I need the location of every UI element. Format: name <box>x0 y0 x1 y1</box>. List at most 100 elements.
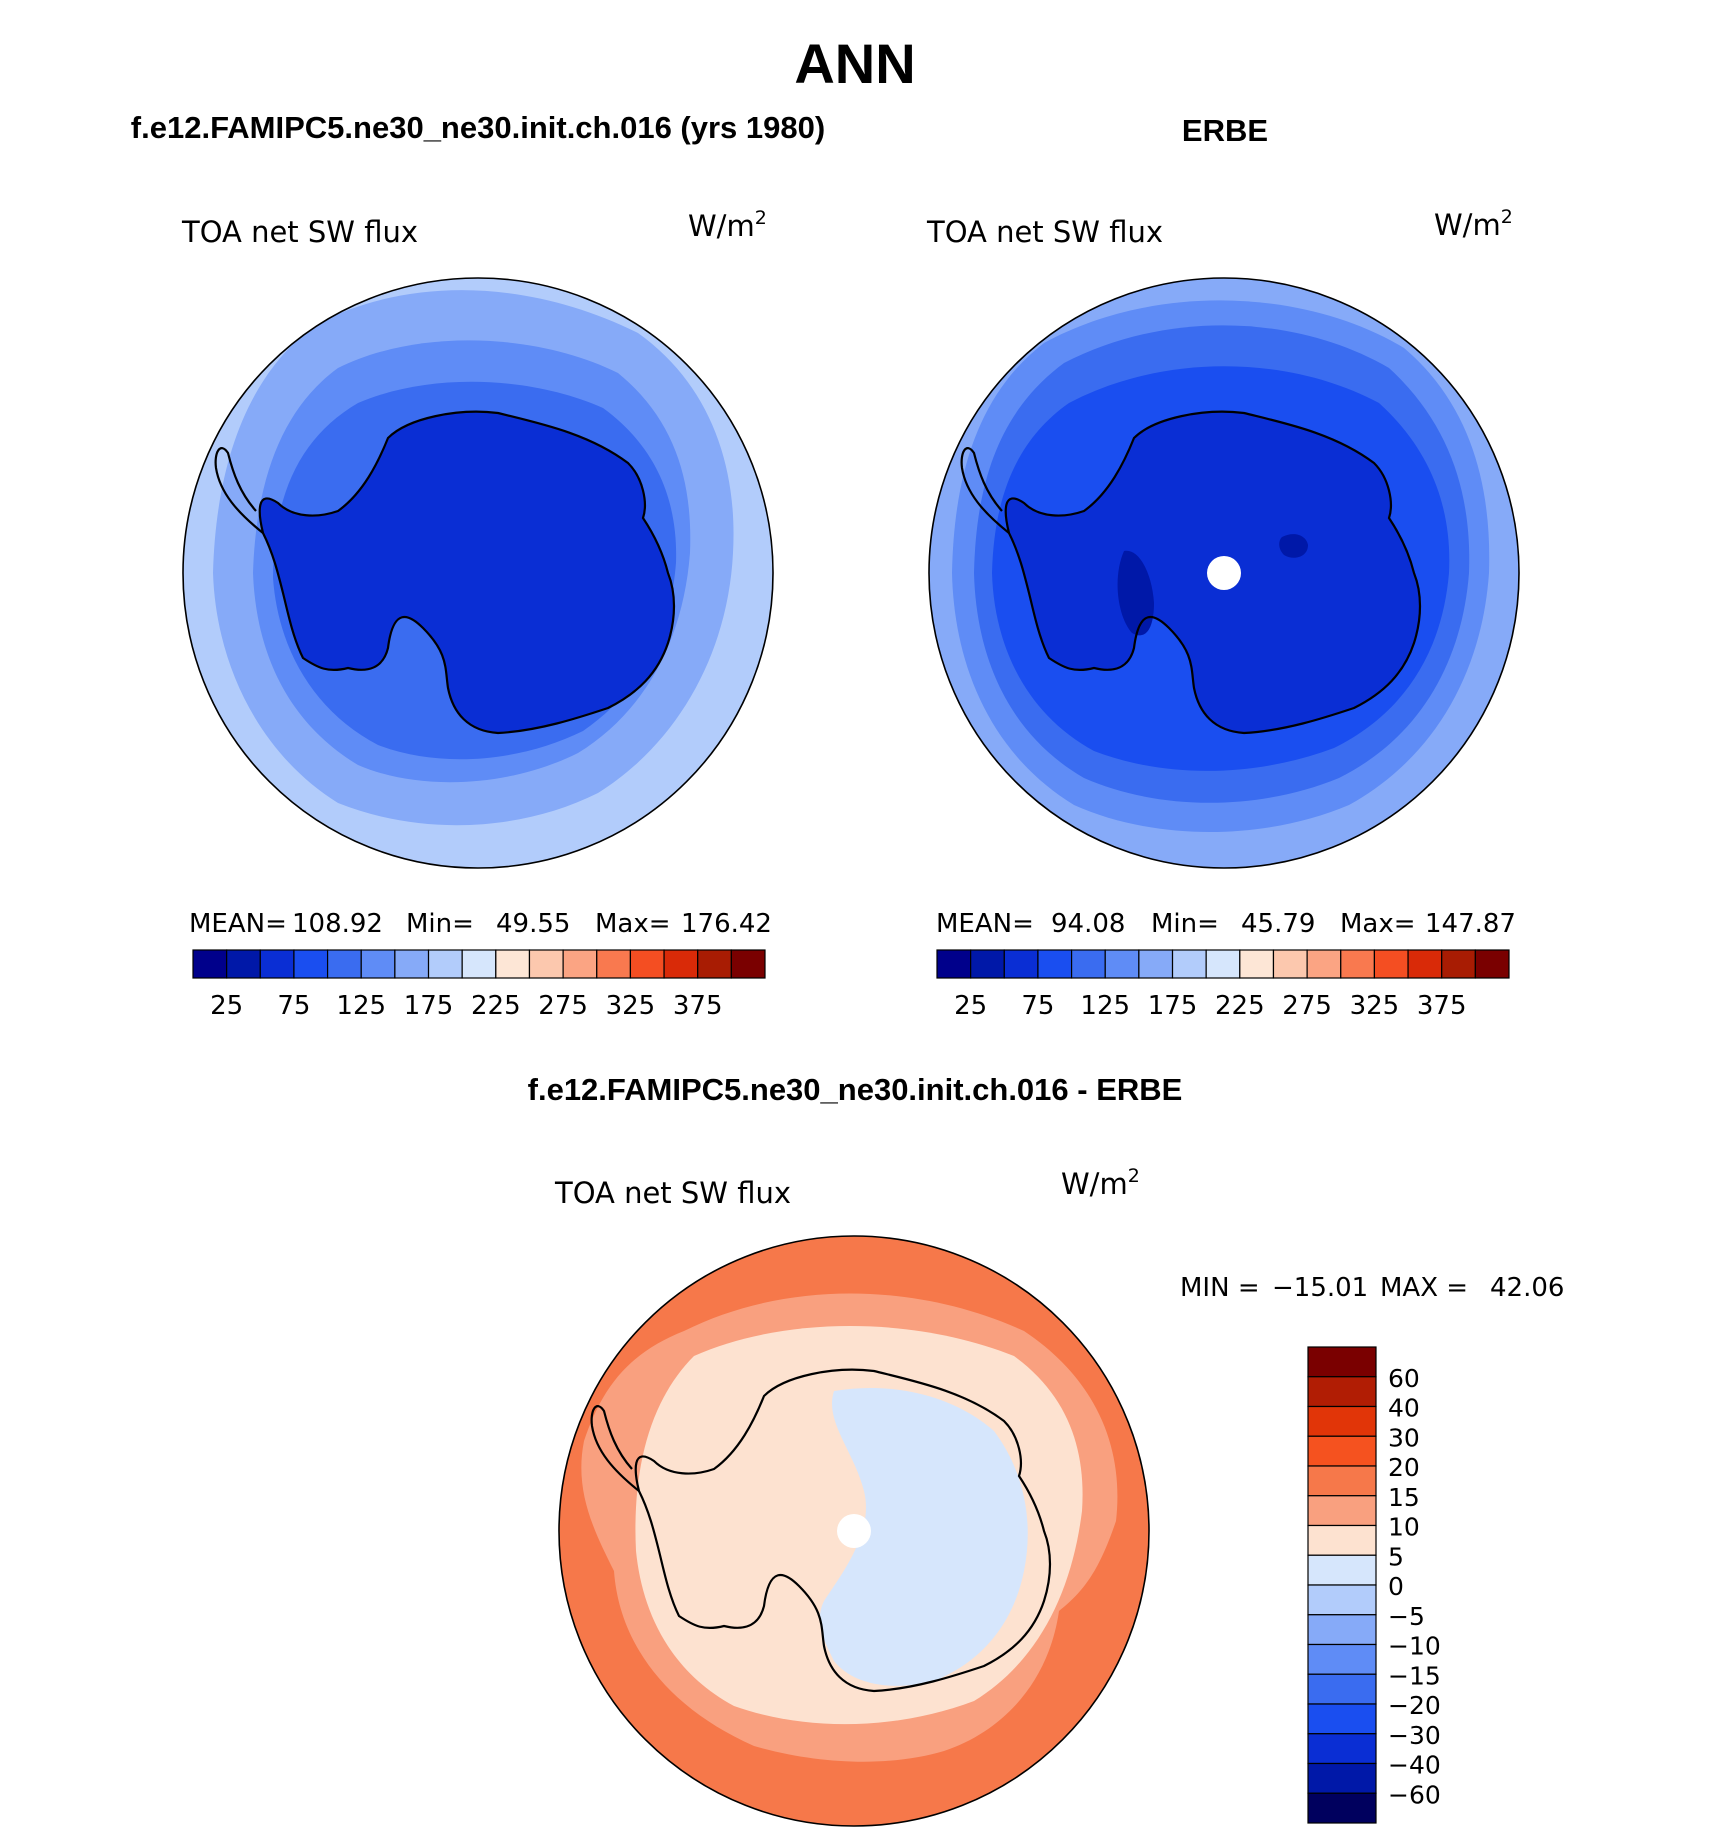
colorbar-swatch <box>1307 1733 1377 1765</box>
panel-b-variable: TOA net SW flux <box>926 215 1163 249</box>
panel-model: TOA net SW flux W/m2 MEAN= 108.92 Min= 4… <box>181 207 774 1021</box>
panel-c-stats: MIN = −15.01 MAX = 42.06 <box>1180 1273 1564 1303</box>
colorbar-swatch <box>596 949 632 979</box>
colorbar-tick-label: 125 <box>336 991 386 1021</box>
colorbar-tick-label: 30 <box>1388 1423 1420 1452</box>
colorbar-swatch <box>1307 1792 1377 1824</box>
colorbar-swatch <box>1037 949 1073 979</box>
panel-b-min-value: 45.79 <box>1241 909 1315 939</box>
colorbar-swatch <box>1307 1465 1377 1497</box>
colorbar-swatch <box>1307 1703 1377 1735</box>
panel-c-band-neg5 <box>819 1387 1028 1686</box>
colorbar-swatch <box>1340 949 1376 979</box>
panel-b-mean-label: MEAN= <box>936 909 1034 939</box>
colorbar-swatch <box>1373 949 1409 979</box>
colorbar-swatch <box>1138 949 1174 979</box>
panel-a-min-value: 49.55 <box>496 909 570 939</box>
panel-a-units: W/m2 <box>688 207 767 243</box>
panel-a-max-value: 176.42 <box>681 909 772 939</box>
colorbar-swatch <box>1307 1762 1377 1794</box>
colorbar-swatch <box>1307 1405 1377 1437</box>
colorbar-tick-label: 15 <box>1388 1483 1420 1512</box>
colorbar-swatch <box>730 949 766 979</box>
panel-a-colorbar: 25 75 125 175 225 275 325 375 <box>192 949 766 1021</box>
panel-c-min-label: MIN = <box>1180 1273 1260 1303</box>
panel-a-stats: MEAN= 108.92 Min= 49.55 Max= 176.42 <box>189 909 772 939</box>
colorbar-swatch <box>1272 949 1308 979</box>
colorbar-swatch <box>326 949 362 979</box>
colorbar-swatch <box>1441 949 1476 979</box>
colorbar-tick-label: 175 <box>1148 991 1198 1021</box>
panel-c-max-label: MAX = <box>1380 1273 1468 1303</box>
colorbar-swatch <box>1003 949 1039 979</box>
colorbar-swatch <box>1239 949 1275 979</box>
colorbar-swatch <box>1307 1346 1377 1378</box>
panel-b-border <box>928 277 1520 869</box>
colorbar-swatch <box>970 949 1005 979</box>
main-title: ANN <box>794 32 915 95</box>
colorbar-swatch <box>427 949 463 979</box>
colorbar-swatch <box>461 949 497 979</box>
colorbar-swatch <box>697 949 732 979</box>
colorbar-swatch <box>1307 1614 1377 1646</box>
panel-c-min-value: −15.01 <box>1272 1273 1368 1303</box>
colorbar-tick-label: −20 <box>1388 1691 1441 1720</box>
colorbar-swatch <box>1205 949 1241 979</box>
panel-c-max-value: 42.06 <box>1490 1273 1564 1303</box>
colorbar-swatch <box>1307 1495 1377 1527</box>
panel-b-map <box>928 277 1520 869</box>
colorbar-tick-label: 375 <box>1417 991 1467 1021</box>
panel-b-min-patch-east <box>1279 534 1308 558</box>
colorbar-swatch <box>936 949 972 979</box>
colorbar-swatch <box>1306 949 1342 979</box>
colorbar-tick-label: 25 <box>210 991 243 1021</box>
colorbar-swatch <box>1307 1435 1377 1467</box>
panel-b-min-patch <box>1117 550 1154 636</box>
colorbar-tick-label: 0 <box>1388 1572 1404 1601</box>
panel-b-units: W/m2 <box>1434 206 1513 242</box>
colorbar-tick-label: 225 <box>471 991 521 1021</box>
panel-a-max-label: Max= <box>595 909 671 939</box>
colorbar-swatch <box>293 949 329 979</box>
panel-obs: TOA net SW flux W/m2 MEAN= 94.08 Min= 45… <box>926 206 1520 1021</box>
colorbar-swatch <box>1474 949 1510 979</box>
colorbar-tick-label: 325 <box>1350 991 1400 1021</box>
colorbar-swatch <box>495 949 531 979</box>
colorbar-swatch <box>1307 1376 1377 1408</box>
panel-c-polar-gap <box>837 1514 871 1548</box>
colorbar-swatch <box>1070 949 1106 979</box>
colorbar-swatch <box>1307 1524 1377 1556</box>
colorbar-tick-label: 5 <box>1388 1542 1404 1571</box>
colorbar-swatch <box>1307 1673 1377 1705</box>
colorbar-tick-label: 325 <box>606 991 656 1021</box>
panel-c-title: f.e12.FAMIPC5.ne30_ne30.init.ch.016 - ER… <box>528 1072 1183 1107</box>
colorbar-swatch <box>629 949 665 979</box>
colorbar-swatch <box>360 949 396 979</box>
panel-a-border <box>182 277 774 869</box>
colorbar-tick-label: −10 <box>1388 1632 1441 1661</box>
panel-c-border <box>558 1235 1150 1827</box>
panel-b-title: ERBE <box>1182 113 1268 148</box>
colorbar-tick-label: 75 <box>1021 991 1054 1021</box>
colorbar-swatch <box>663 949 699 979</box>
panel-a-mean-label: MEAN= <box>189 909 287 939</box>
colorbar-tick-label: −60 <box>1388 1780 1441 1809</box>
panel-c-units: W/m2 <box>1061 1165 1140 1201</box>
colorbar-tick-label: 125 <box>1080 991 1130 1021</box>
colorbar-tick-label: 275 <box>538 991 588 1021</box>
colorbar-swatch <box>259 949 295 979</box>
panel-diff: TOA net SW flux W/m2 MIN = −15.01 MAX = … <box>554 1165 1564 1827</box>
colorbar-swatch <box>1307 1643 1377 1675</box>
colorbar-tick-label: 60 <box>1388 1364 1420 1393</box>
panel-a-map <box>182 277 774 869</box>
colorbar-swatch <box>1307 1554 1377 1586</box>
colorbar-swatch <box>1307 1584 1377 1616</box>
panel-b-polar-gap <box>1207 556 1241 590</box>
panel-a-mean-value: 108.92 <box>292 909 383 939</box>
colorbar-tick-label: 175 <box>404 991 454 1021</box>
colorbar-swatch <box>1171 949 1207 979</box>
colorbar-tick-label: −15 <box>1388 1661 1441 1690</box>
colorbar-swatch <box>394 949 430 979</box>
panel-c-variable: TOA net SW flux <box>554 1176 791 1210</box>
colorbar-swatch <box>226 949 261 979</box>
